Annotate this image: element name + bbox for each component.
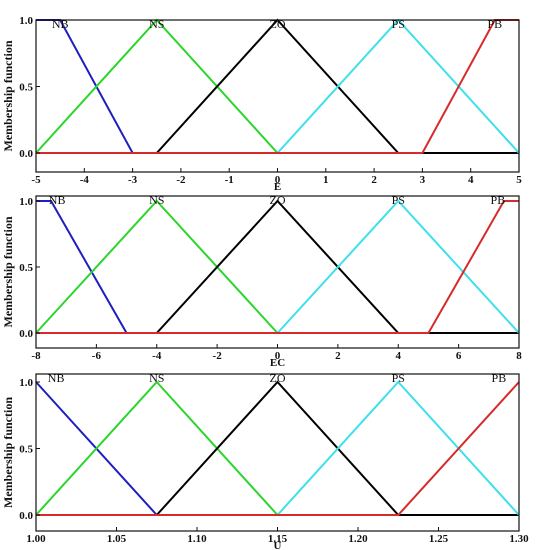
y-tick-label: 0.0	[19, 510, 33, 522]
set-label-zo: ZO	[270, 193, 286, 207]
x-tick-label: 1.15	[268, 533, 288, 545]
set-label-pb: PB	[488, 17, 503, 31]
y-axis-title: Membership function	[1, 216, 15, 327]
y-tick-label: 0.5	[19, 444, 33, 456]
x-tick-label: 2	[371, 174, 377, 186]
x-tick-label: 1.00	[26, 533, 46, 545]
x-tick-label: 4	[396, 350, 402, 362]
x-tick-label: -5	[31, 174, 41, 186]
x-axis-title: U	[274, 540, 282, 550]
x-tick-label: 1	[323, 174, 329, 186]
set-label-ns: NS	[149, 371, 164, 385]
series-line-zo	[36, 380, 519, 516]
series-line-ps	[36, 380, 520, 516]
x-tick-label: -1	[225, 174, 234, 186]
set-label-nb: NB	[49, 193, 66, 207]
x-tick-label: -8	[31, 350, 41, 362]
series-line-pb	[36, 200, 519, 334]
x-tick-label: 3	[420, 174, 426, 186]
x-tick-label: 1.25	[429, 533, 449, 545]
x-tick-label: 4	[468, 174, 474, 186]
series-line-ns	[35, 18, 519, 154]
y-tick-label: 0.5	[19, 262, 33, 274]
x-tick-label: 1.30	[509, 533, 529, 545]
x-tick-label: -4	[80, 174, 90, 186]
x-axis-title: EC	[270, 357, 285, 369]
x-tick-label: -6	[92, 350, 102, 362]
plot-frame	[35, 373, 520, 532]
x-tick-label: 2	[335, 350, 341, 362]
series-line-nb	[36, 19, 519, 154]
x-tick-label: -3	[128, 174, 138, 186]
set-label-ns: NS	[149, 17, 164, 31]
chart-panel-3: 1.00 1.05 1.10 1.15 1.20 1.25 1.30 0.0 0.5 1.0 NB N…	[1, 371, 529, 550]
x-tick-label: 8	[516, 350, 522, 362]
x-tick-label: -2	[176, 174, 186, 186]
set-label-ns: NS	[149, 193, 164, 207]
series-line-ps	[36, 18, 520, 154]
series-line-ns	[35, 199, 519, 334]
y-tick-label: 0.0	[19, 328, 33, 340]
y-tick-label: 1.0	[19, 377, 33, 389]
series-line-nb	[35, 381, 519, 516]
series-line-ps	[36, 199, 520, 334]
x-tick-label: 5	[516, 174, 522, 186]
y-tick-label: 1.0	[19, 15, 33, 27]
x-tick-label: -4	[152, 350, 162, 362]
series-line-ns	[35, 380, 519, 516]
set-label-pb: PB	[492, 371, 507, 385]
set-label-nb: NB	[52, 17, 69, 31]
x-tick-label: -2	[213, 350, 223, 362]
y-tick-label: 0.0	[19, 148, 33, 160]
plot-frame	[35, 19, 520, 173]
x-tick-label: 6	[456, 350, 462, 362]
set-label-zo: ZO	[270, 371, 286, 385]
series-line-pb	[36, 19, 519, 154]
y-axis-title: Membership function	[1, 397, 15, 508]
set-label-ps: PS	[392, 371, 405, 385]
x-tick-label: 1.05	[107, 533, 127, 545]
series-line-zo	[36, 199, 519, 334]
series-line-nb	[36, 200, 519, 334]
set-label-zo: ZO	[270, 17, 286, 31]
y-tick-label: 1.0	[19, 196, 33, 208]
set-label-pb: PB	[491, 193, 506, 207]
set-label-nb: NB	[48, 371, 65, 385]
plot-frame	[35, 195, 520, 349]
series-line-zo	[36, 18, 519, 154]
x-tick-label: 1.20	[348, 533, 368, 545]
x-tick-label: 0	[275, 350, 281, 362]
x-tick-label: 0	[275, 174, 281, 186]
x-axis-title: E	[274, 181, 281, 193]
set-label-ps: PS	[392, 17, 405, 31]
series-line-pb	[36, 381, 520, 516]
set-label-ps: PS	[392, 193, 405, 207]
y-tick-label: 0.5	[19, 82, 33, 94]
chart-panel-2: -8 -6 -4 -2 0 2 4 6 8 0.0 0.5 1.0 NB NS ZO PS PB EC Member…	[1, 193, 522, 369]
chart-panel-1: -5 -4 -3 -2 -1 0 1 2 3 4 5 0.0 0.5 1.0 NB NS ZO PS PB E Memb…	[1, 15, 522, 193]
x-tick-label: 1.10	[187, 533, 207, 545]
y-axis-title: Membership function	[1, 40, 15, 151]
